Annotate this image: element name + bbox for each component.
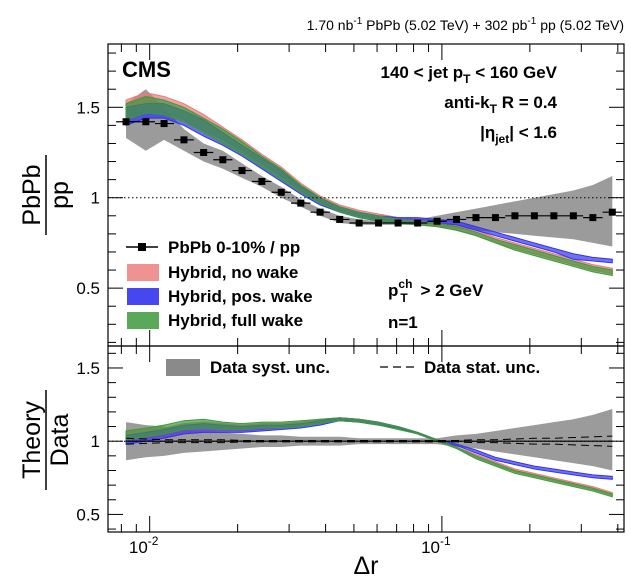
top-ytick-label-0.5: 0.5 [76,279,100,298]
bottom-frame [107,345,625,533]
data-point-25 [608,208,616,216]
data-point-20 [511,212,519,220]
x-tick-label-1: 10-1 [421,534,451,557]
x-axis-label: Δr [353,552,378,579]
legend-entry-no-wake: Hybrid, no wake [127,263,298,282]
top-band-hybrid-full-wake [125,95,613,277]
bottom-axes: 0.5 1 1.5 10-2 10-1 [76,346,624,557]
data-point-9 [297,199,305,207]
legend-no-wake-label: Hybrid, no wake [168,263,298,282]
data-point-13 [375,219,383,227]
legend-data-label: PbPb 0-10% / pp [168,238,300,257]
top-axes: 0.5 1 1.5 [76,44,624,346]
data-point-11 [336,215,344,223]
data-point-14 [394,219,402,227]
bottom-ylabel-denominator: Data [46,414,74,467]
legend-full-wake-swatch [127,312,159,329]
data-point-1 [142,118,150,126]
data-point-22 [550,212,558,220]
track-cut-label: pch T > 2 GeV [388,277,484,305]
legend-full-wake-label: Hybrid, full wake [168,311,303,330]
data-point-21 [530,212,538,220]
stat-unc-lower [126,441,613,447]
top-data-syst-band [126,89,613,247]
data-point-23 [569,212,577,220]
data-point-17 [452,215,460,223]
lumi-pp-unit: -1 [527,16,536,27]
legend-pos-wake-swatch [127,288,159,305]
top-ylabel-denominator: pp [46,181,74,209]
top-ylabel-numerator: PbPb [18,164,46,225]
bottom-legend: Data syst. unc. Data stat. unc. [166,358,540,377]
x-tick-label-0: 10-2 [129,534,159,557]
top-plot-area [108,89,624,277]
bottom-ylabel-numerator: Theory [18,401,46,479]
data-point-15 [414,219,422,227]
data-point-6 [238,167,246,175]
top-panel: 0.5 1 1.5 CMS 140 < jet pT < 160 GeV anti-… [18,43,625,347]
legend-data-marker [138,243,146,251]
data-point-0 [122,118,130,126]
bottom-data-syst-band [126,408,613,471]
data-point-12 [355,219,363,227]
legend-entry-pos-wake: Hybrid, pos. wake [127,287,313,306]
data-point-5 [219,156,227,164]
algo-label: anti-kT R = 0.4 [444,93,557,116]
data-point-18 [472,214,480,222]
stat-unc-upper [126,435,613,441]
data-point-7 [258,177,266,185]
top-ylabel: PbPb pp [18,155,74,235]
data-point-4 [200,149,208,157]
top-ytick-label-1: 1 [91,189,100,208]
legend-entry-full-wake: Hybrid, full wake [127,311,303,330]
legend-pos-wake-label: Hybrid, pos. wake [168,287,313,306]
bottom-ylabel: Theory Data [18,390,74,490]
lumi-pbpb-unit: -1 [353,16,362,27]
legend-no-wake-swatch [127,264,159,281]
bottom-ytick-label-1.5: 1.5 [76,359,100,378]
top-legend: PbPb 0-10% / pp Hybrid, no wake Hybrid, … [126,238,313,330]
data-point-8 [277,188,285,196]
lumi-pbpb-text: PbPb (5.02 TeV) + 302 pb [362,17,527,33]
lumi-header: 1.70 nb-1 PbPb (5.02 TeV) + 302 pb-1 pp … [307,16,624,33]
legend-syst-label: Data syst. unc. [210,358,330,377]
cms-label: CMS [122,57,171,82]
data-point-19 [491,214,499,222]
data-point-2 [160,120,168,128]
data-point-10 [316,208,324,216]
bottom-ytick-label-1: 1 [91,432,100,451]
legend-stat-label: Data stat. unc. [424,358,540,377]
bottom-panel: 0.5 1 1.5 10-2 10-1 Data syst. unc. Data sta… [18,345,625,557]
cut-pt-label: 140 < jet pT < 160 GeV [380,63,557,86]
data-point-16 [433,217,441,225]
lumi-pbpb: 1.70 nb [307,17,354,33]
eta-label: |ηjet| < 1.6 [480,123,557,146]
bottom-plot-area [108,408,624,498]
legend-entry-data: PbPb 0-10% / pp [126,238,300,257]
top-ytick-label-1.5: 1.5 [76,98,100,117]
lumi-pp-text: pp (5.02 TeV) [536,17,624,33]
bottom-ytick-label-0.5: 0.5 [76,505,100,524]
bottom-band-hybrid-full-wake [125,417,613,498]
n-label: n=1 [388,313,418,332]
legend-syst-swatch [166,359,200,376]
data-point-3 [180,136,188,144]
data-point-24 [589,214,597,222]
